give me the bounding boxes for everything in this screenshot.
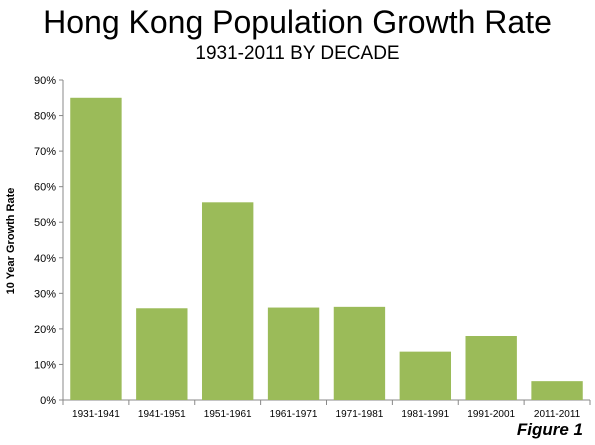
y-tick-label: 70% xyxy=(34,146,56,158)
bars xyxy=(70,97,583,401)
bar xyxy=(399,351,452,400)
y-tick-label: 10% xyxy=(34,359,56,371)
x-tick-label: 1971-1981 xyxy=(336,409,384,420)
bar xyxy=(136,308,188,400)
x-tick-label: 1931-1941 xyxy=(72,409,120,420)
bar xyxy=(70,97,122,401)
bar xyxy=(465,336,517,400)
x-tick-label: 2011-2011 xyxy=(534,409,581,420)
y-tick-label: 80% xyxy=(34,111,56,123)
y-tick-label: 40% xyxy=(34,253,56,265)
y-axis-label: 10 Year Growth Rate xyxy=(5,188,17,295)
chart-title: Hong Kong Population Growth Rate xyxy=(43,4,552,40)
y-tick-label: 50% xyxy=(34,217,56,229)
y-tick-label: 60% xyxy=(34,182,56,194)
figure-label: Figure 1 xyxy=(516,420,583,439)
x-tick-label: 1951-1961 xyxy=(204,409,252,420)
y-tick-label: 30% xyxy=(34,288,56,300)
bar xyxy=(267,307,320,400)
y-ticks: 0% 10% 20% 30% 40% 50% 60% 70% 80% 90% xyxy=(34,75,63,407)
x-ticks: 1931-1941 1941-1951 1951-1961 1961-1971 1971… xyxy=(62,400,591,420)
bar xyxy=(333,306,386,400)
x-tick-label: 1981-1991 xyxy=(401,409,449,420)
y-tick-label: 0% xyxy=(40,395,56,407)
y-tick-label: 20% xyxy=(34,324,56,336)
chart-subtitle: 1931-2011 BY DECADE xyxy=(195,43,400,64)
y-tick-label: 90% xyxy=(34,75,56,87)
bar xyxy=(531,381,583,400)
x-tick-label: 1941-1951 xyxy=(138,409,186,420)
x-tick-label: 1961-1971 xyxy=(270,409,318,420)
x-tick-label: 1991-2001 xyxy=(467,409,515,420)
bar xyxy=(201,202,254,400)
